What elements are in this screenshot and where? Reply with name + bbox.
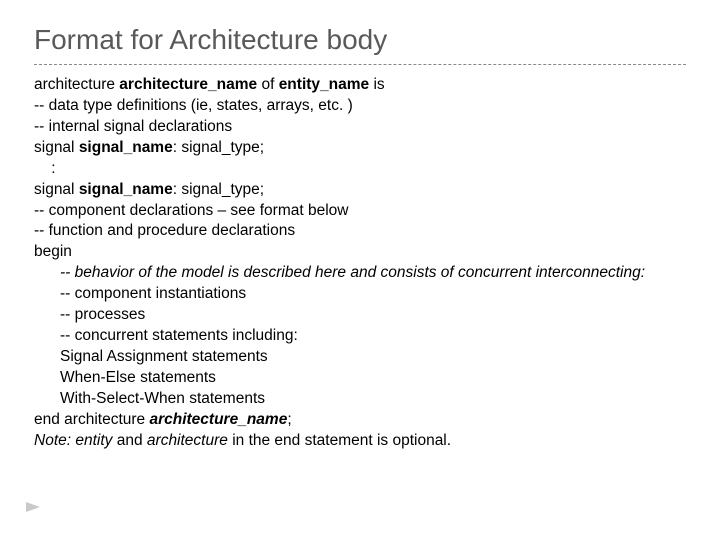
param-architecture-name-end: architecture_name	[149, 411, 287, 428]
line-1: architecture architecture_name of entity…	[34, 75, 686, 96]
signal-type: : signal_type;	[173, 139, 264, 156]
line-6: signal signal_name: signal_type;	[34, 180, 686, 201]
line-8: -- function and procedure declarations	[34, 221, 686, 242]
line-12: -- processes	[34, 305, 686, 326]
kw-of: of	[257, 76, 279, 93]
signal-type-2: : signal_type;	[173, 181, 264, 198]
line-11: -- component instantiations	[34, 284, 686, 305]
kw-end-architecture: end architecture	[34, 411, 149, 428]
body-text: architecture architecture_name of entity…	[34, 75, 686, 452]
title-divider	[34, 64, 686, 65]
line-14: Signal Assignment statements	[34, 347, 686, 368]
param-entity-name: entity_name	[279, 76, 369, 93]
line-15: When-Else statements	[34, 368, 686, 389]
kw-signal-2: signal	[34, 181, 79, 198]
note-and: and	[112, 432, 146, 449]
note-rest: in the end statement is optional.	[228, 432, 451, 449]
line-18: Note: entity and architecture in the end…	[34, 431, 686, 452]
note-architecture: architecture	[147, 432, 228, 449]
line-2: -- data type definitions (ie, states, ar…	[34, 96, 686, 117]
line-10: -- behavior of the model is described he…	[34, 263, 686, 284]
line-13: -- concurrent statements including:	[34, 326, 686, 347]
note-entity: entity	[75, 432, 112, 449]
param-architecture-name: architecture_name	[119, 76, 257, 93]
param-signal-name: signal_name	[79, 139, 173, 156]
slide-title: Format for Architecture body	[34, 24, 686, 56]
line-17: end architecture architecture_name;	[34, 410, 686, 431]
kw-is: is	[369, 76, 385, 93]
kw-architecture: architecture	[34, 76, 119, 93]
line-16: With-Select-When statements	[34, 389, 686, 410]
param-signal-name-2: signal_name	[79, 181, 173, 198]
slide: Format for Architecture body architectur…	[0, 0, 720, 540]
line-5: :	[34, 159, 686, 180]
line-9: begin	[34, 242, 686, 263]
line-7: -- component declarations – see format b…	[34, 201, 686, 222]
note-label: Note:	[34, 432, 75, 449]
kw-signal: signal	[34, 139, 79, 156]
line-3: -- internal signal declarations	[34, 117, 686, 138]
semicolon: ;	[287, 411, 291, 428]
line-4: signal signal_name: signal_type;	[34, 138, 686, 159]
nav-arrow-icon	[26, 502, 40, 512]
